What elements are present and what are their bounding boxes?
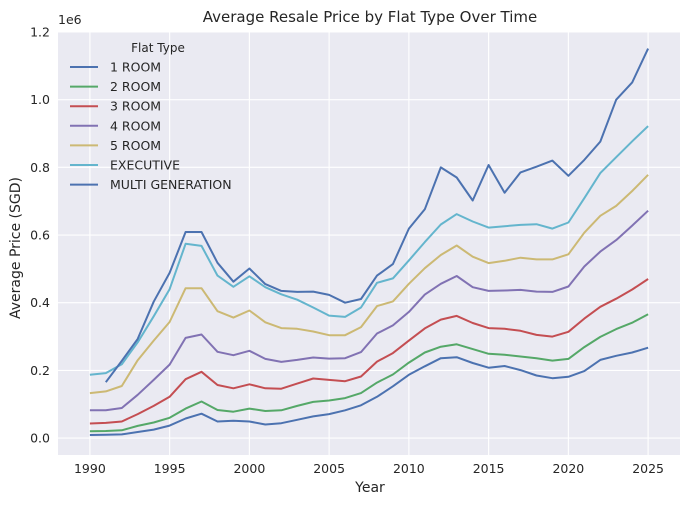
x-tick-label: 2020	[552, 461, 584, 476]
x-tick-label: 1990	[74, 461, 106, 476]
y-tick-label: 0.4	[30, 295, 50, 310]
x-tick-label: 2010	[393, 461, 425, 476]
x-axis-ticks: 1990 1995 2000 2005 2010 2015 2020 2025	[74, 461, 664, 476]
series-line-3-room	[89, 278, 649, 425]
chart-title: Average Resale Price by Flat Type Over T…	[203, 8, 537, 26]
legend-label: EXECUTIVE	[110, 158, 180, 173]
legend-item: EXECUTIVE	[70, 158, 180, 173]
x-tick-label: 2025	[632, 461, 664, 476]
series-line-2-room	[89, 313, 649, 433]
series-line-1-room	[89, 346, 649, 436]
legend-item: 4 ROOM	[70, 118, 161, 133]
legend-label: 3 ROOM	[110, 99, 161, 114]
y-tick-label: 0.2	[30, 363, 50, 378]
y-tick-label: 1.0	[30, 92, 50, 107]
legend: Flat Type 1 ROOM 2 ROOM 3 ROOM 4 ROOM 5 ROOM…	[70, 41, 232, 192]
legend-label: 1 ROOM	[110, 60, 161, 75]
series-line-multi-generation	[105, 48, 650, 383]
series-lines	[89, 48, 650, 436]
y-tick-label: 0.6	[30, 228, 50, 243]
series-line-executive	[89, 125, 649, 376]
series-line-5-room	[89, 174, 649, 395]
x-tick-label: 2000	[233, 461, 265, 476]
legend-label: 5 ROOM	[110, 138, 161, 153]
series-line-4-room	[89, 209, 649, 412]
y-axis-label: Average Price (SGD)	[8, 177, 24, 319]
legend-title: Flat Type	[131, 41, 185, 55]
legend-label: 2 ROOM	[110, 79, 161, 94]
x-tick-label: 1995	[154, 461, 186, 476]
y-tick-label: 1.2	[30, 25, 50, 40]
x-tick-label: 2005	[313, 461, 345, 476]
legend-label: 4 ROOM	[110, 118, 161, 133]
legend-item: 5 ROOM	[70, 138, 161, 153]
legend-items: 1 ROOM 2 ROOM 3 ROOM 4 ROOM 5 ROOM EXECUTIVE M…	[70, 60, 232, 192]
legend-item: 1 ROOM	[70, 60, 161, 75]
y-tick-label: 0.8	[30, 160, 50, 175]
legend-item: 3 ROOM	[70, 99, 161, 114]
y-tick-label: 0.0	[30, 431, 50, 446]
legend-item: 2 ROOM	[70, 79, 161, 94]
y-axis-offset-label: 1e6	[58, 12, 82, 27]
legend-label: MULTI GENERATION	[110, 177, 232, 192]
y-axis-ticks: 0.0 0.2 0.4 0.6 0.8 1.0 1.2	[30, 25, 50, 446]
legend-item: MULTI GENERATION	[70, 177, 232, 192]
plot-background	[58, 32, 680, 455]
x-axis-label: Year	[354, 480, 385, 496]
x-tick-label: 2015	[473, 461, 505, 476]
